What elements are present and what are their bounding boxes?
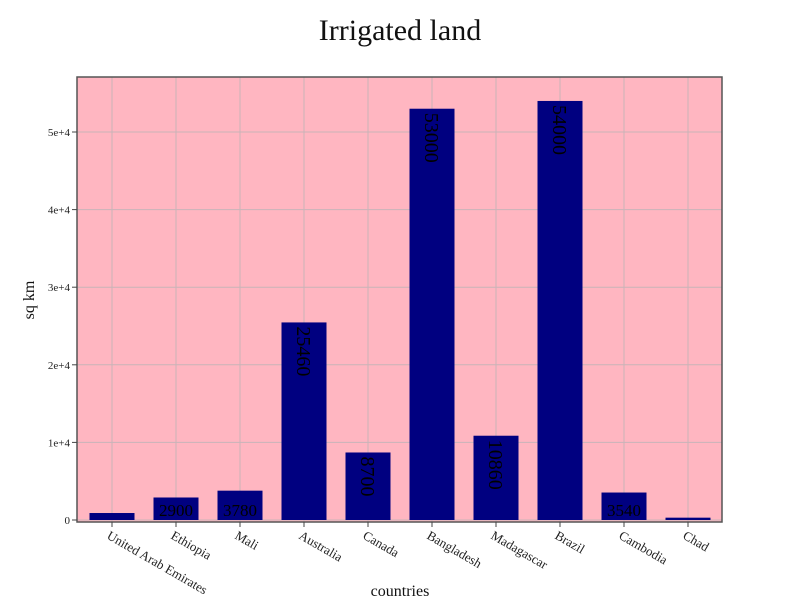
bar xyxy=(153,497,199,520)
data-label: 3780 xyxy=(223,501,257,520)
x-tick-label: Australia xyxy=(297,528,346,565)
x-tick-label: Chad xyxy=(681,528,713,555)
data-label: 2900 xyxy=(159,501,193,520)
bar xyxy=(281,322,327,520)
y-axis-title: sq km xyxy=(21,280,38,319)
y-tick-label: 0 xyxy=(65,515,71,527)
bar xyxy=(473,435,519,520)
bar xyxy=(89,513,135,520)
bar xyxy=(345,452,391,520)
data-label: 10860 xyxy=(484,440,506,490)
data-label: 53000 xyxy=(420,113,442,163)
x-tick-label: Ethiopia xyxy=(169,528,215,563)
y-tick-label: 5e+4 xyxy=(48,127,71,139)
plot-border xyxy=(76,76,723,523)
y-axis: 0 1e+4 2e+4 3e+4 4e+4 5e+4 xyxy=(48,127,77,527)
data-label: 25460 xyxy=(292,326,314,376)
bar xyxy=(217,490,263,520)
bar xyxy=(537,100,583,521)
chart-title: Irrigated land xyxy=(319,14,481,47)
bar xyxy=(601,492,647,520)
x-tick-label: Bangladesh xyxy=(425,528,485,572)
bars xyxy=(89,100,711,521)
y-tick-label: 1e+4 xyxy=(48,437,71,449)
x-tick-label: Madagascar xyxy=(489,528,551,573)
data-label: 54000 xyxy=(548,105,570,155)
bar xyxy=(409,108,455,520)
data-label: 8700 xyxy=(356,456,378,496)
x-tick-label: Cambodia xyxy=(617,528,671,568)
x-tick-label: Canada xyxy=(361,528,402,561)
y-tick-label: 2e+4 xyxy=(48,360,71,372)
data-label: 3540 xyxy=(607,501,641,520)
x-tick-label: Brazil xyxy=(553,528,588,557)
plot-area xyxy=(77,77,722,522)
x-tick-label: Mali xyxy=(233,528,262,553)
y-tick-label: 4e+4 xyxy=(48,205,71,217)
data-labels: 2900 3780 25460 8700 53000 10860 54000 3540 xyxy=(159,105,641,520)
y-tick-label: 3e+4 xyxy=(48,282,71,294)
x-axis-title: countries xyxy=(371,583,430,600)
bar xyxy=(665,517,711,520)
